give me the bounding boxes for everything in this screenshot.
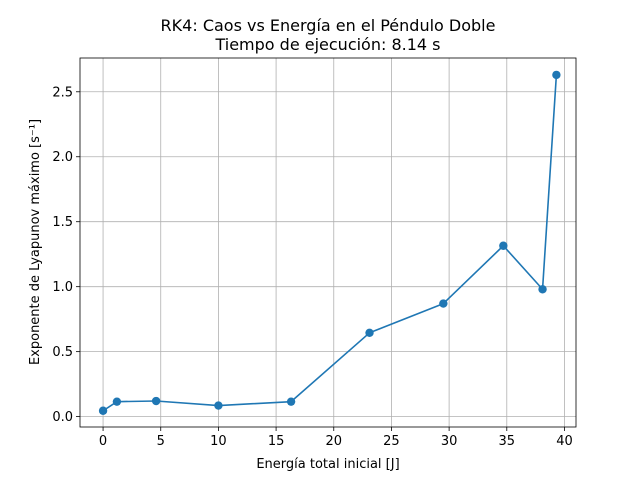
x-tick-label: 20 xyxy=(325,434,342,449)
data-point xyxy=(286,397,296,406)
series-line xyxy=(102,74,558,412)
x-tick-label: 30 xyxy=(441,434,458,449)
data-point xyxy=(365,328,374,338)
x-tick-label: 35 xyxy=(499,434,516,449)
data-point xyxy=(112,397,122,406)
x-tick-label: 15 xyxy=(268,434,285,449)
chart-subtitle: Tiempo de ejecución: 8.14 s xyxy=(214,35,440,54)
y-tick-label: 2.5 xyxy=(52,85,73,100)
chart-title: RK4: Caos vs Energía en el Péndulo Doble xyxy=(161,16,496,35)
y-tick-label: 1.0 xyxy=(52,280,73,295)
data-point xyxy=(552,70,561,80)
x-tick-label: 25 xyxy=(383,434,400,449)
data-point xyxy=(151,396,161,406)
grid xyxy=(80,58,576,427)
x-tick-label: 0 xyxy=(99,434,107,449)
x-tick-label: 10 xyxy=(210,434,227,449)
plot-area xyxy=(79,57,577,428)
series-layer xyxy=(98,70,561,415)
x-tick-label: 5 xyxy=(157,434,165,449)
y-tick-label: 0.5 xyxy=(52,345,73,360)
x-axis-label: Energía total inicial [J] xyxy=(256,457,399,472)
y-axis-label: Exponente de Lyapunov máximo [s⁻¹] xyxy=(28,119,43,365)
data-point xyxy=(499,241,508,250)
y-tick-label: 1.5 xyxy=(52,215,73,230)
data-point xyxy=(214,401,223,410)
data-point xyxy=(439,299,448,308)
x-tick-label: 40 xyxy=(556,434,573,449)
y-tick-label: 2.0 xyxy=(52,150,73,165)
data-point xyxy=(538,285,547,294)
y-tick-label: 0.0 xyxy=(52,410,73,425)
data-point xyxy=(98,406,108,415)
axis-ticks: 0 5 10 15 20 25 30 35 40 0.0 0.5 1.0 1.5 2.0 2.5 xyxy=(52,85,572,449)
